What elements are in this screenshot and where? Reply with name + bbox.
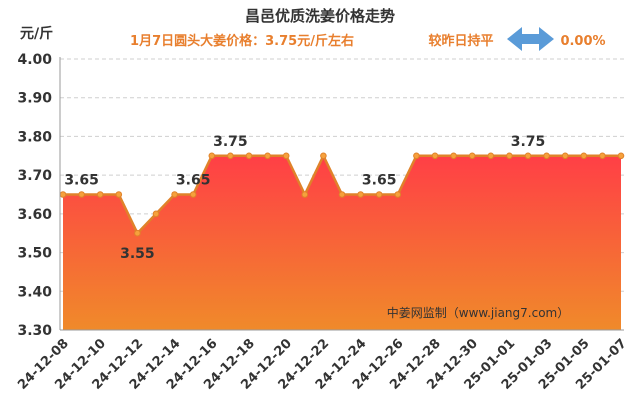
y-tick-label: 3.90 — [17, 91, 52, 107]
data-point — [599, 152, 606, 160]
data-label: 3.55 — [120, 246, 155, 262]
chart-subtitle: 1月7日圆头大姜价格：3.75元/斤左右 — [130, 33, 354, 49]
data-point — [227, 152, 234, 160]
data-point — [617, 152, 625, 160]
data-point — [320, 152, 327, 160]
data-label: 3.65 — [362, 173, 397, 189]
data-point — [208, 152, 216, 160]
y-tick-label: 3.60 — [17, 207, 52, 223]
data-point — [264, 152, 271, 160]
chart-title: 昌邑优质洗姜价格走势 — [245, 7, 395, 25]
data-point — [543, 152, 550, 160]
data-point — [468, 152, 476, 160]
data-point — [171, 191, 178, 198]
price-area — [63, 155, 621, 330]
data-point — [506, 152, 513, 160]
data-point — [189, 191, 197, 198]
data-point — [357, 191, 364, 198]
data-point — [431, 152, 439, 160]
data-point — [115, 191, 123, 198]
y-tick-label: 3.50 — [17, 246, 52, 262]
data-point — [338, 191, 346, 198]
data-label: 3.75 — [511, 134, 546, 150]
data-point — [524, 152, 532, 160]
data-point — [561, 152, 569, 160]
plot-area: 4.003.903.803.703.603.503.403.3024-12-08… — [15, 52, 630, 393]
comparison-label: 较昨日持平 — [428, 33, 493, 49]
data-point — [78, 191, 85, 198]
y-axis-unit-label: 元/斤 — [20, 25, 53, 42]
data-label: 3.65 — [176, 173, 211, 189]
y-tick-label: 3.40 — [17, 284, 52, 300]
data-point — [152, 210, 160, 218]
data-label: 3.65 — [64, 173, 99, 189]
comparison-value: 0.00% — [560, 34, 605, 49]
data-point — [413, 152, 420, 160]
data-label: 3.75 — [213, 134, 248, 150]
data-point — [59, 191, 67, 198]
data-point — [394, 191, 402, 198]
data-point — [580, 152, 588, 160]
y-tick-label: 3.70 — [17, 168, 52, 184]
data-point — [487, 152, 495, 160]
watermark-text: 中姜网监制（www.jiang7.com） — [387, 305, 569, 320]
double-arrow-icon — [507, 27, 554, 51]
data-point — [450, 152, 457, 160]
y-tick-label: 4.00 — [17, 52, 52, 68]
data-point — [301, 191, 309, 198]
data-point — [96, 191, 104, 198]
data-point — [282, 152, 290, 160]
y-tick-label: 3.80 — [17, 129, 52, 145]
data-point — [134, 229, 141, 237]
data-point — [245, 152, 253, 160]
data-point — [375, 191, 383, 198]
y-tick-label: 3.30 — [17, 323, 52, 339]
